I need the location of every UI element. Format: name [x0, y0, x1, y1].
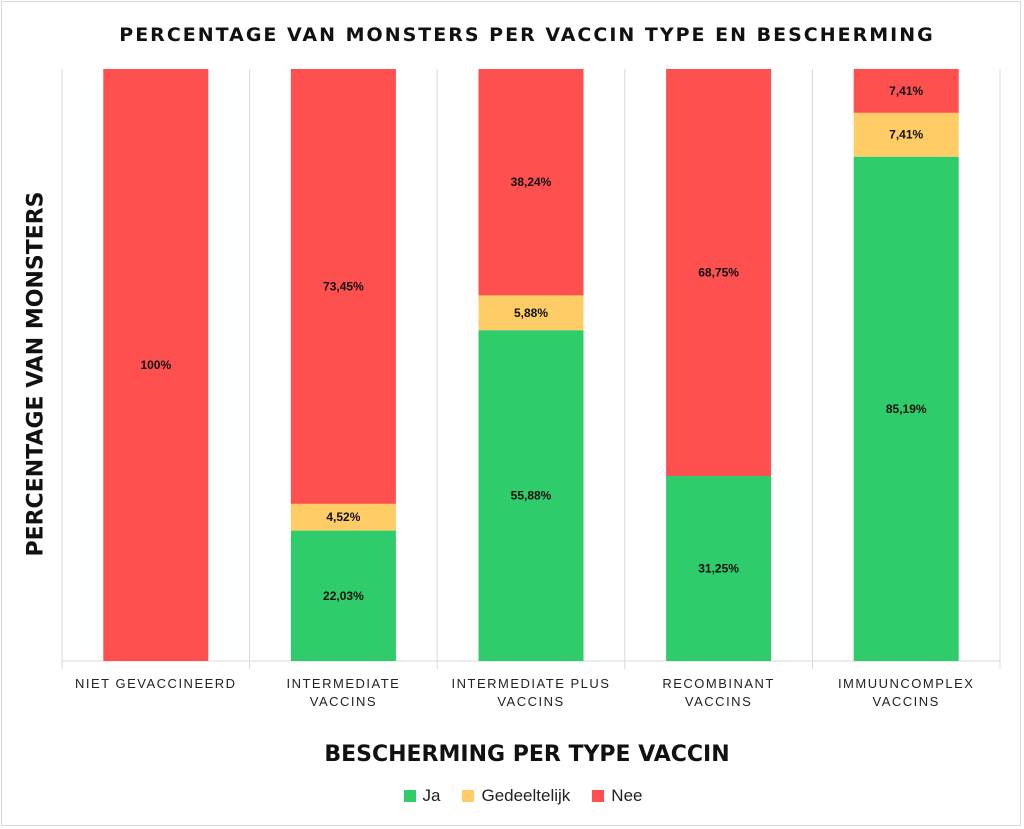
x-tick-label: INTERMEDIATE [286, 676, 400, 691]
data-label: 22,03% [323, 589, 364, 603]
x-tick-label: VACCINS [873, 694, 940, 709]
bar-segment-nee [853, 68, 959, 113]
data-label: 31,25% [698, 562, 739, 576]
bar-segment-nee [478, 69, 584, 296]
legend-item-nee: Nee [592, 786, 642, 806]
bar-segment-ja [666, 476, 772, 661]
data-label: 38,24% [511, 175, 552, 189]
chart-title: PERCENTAGE VAN MONSTERS PER VACCIN TYPE … [119, 24, 935, 46]
data-label: 5,88% [514, 306, 548, 320]
legend-label-nee: Nee [611, 786, 643, 805]
data-label: 4,52% [326, 510, 360, 524]
legend-label-gedeeltelijk: Gedeeltelijk [481, 786, 571, 805]
legend-item-ja: Ja [403, 786, 441, 806]
data-label: 68,75% [698, 266, 739, 280]
legend: Ja Gedeeltelijk Nee [0, 786, 1024, 806]
data-label: 100% [140, 358, 171, 372]
bar-segment-gedeeltelijk [290, 503, 396, 531]
x-tick-label: IMMUUNCOMPLEX [838, 676, 975, 691]
bar-segment-nee [666, 69, 772, 476]
legend-swatch-nee [592, 790, 605, 802]
bar-segment-gedeeltelijk [478, 295, 584, 331]
x-tick-label: VACCINS [310, 694, 377, 709]
x-tick-label: VACCINS [497, 694, 564, 709]
bar-segment-ja [853, 156, 959, 661]
data-label: 55,88% [511, 489, 552, 503]
data-label: 7,41% [889, 128, 923, 142]
legend-swatch-ja [403, 790, 416, 802]
legend-label-ja: Ja [422, 786, 441, 805]
x-tick-label: NIET GEVACCINEERD [75, 676, 237, 691]
bar-segment-gedeeltelijk [853, 112, 959, 157]
x-tick-label: INTERMEDIATE PLUS [452, 676, 611, 691]
x-tick-label: VACCINS [685, 694, 752, 709]
bar-segment-nee [103, 69, 209, 661]
x-tick-label: RECOMBINANT [662, 676, 775, 691]
legend-swatch-gedeeltelijk [462, 790, 475, 802]
data-label: 7,41% [889, 84, 923, 98]
x-axis-title: BESCHERMING PER TYPE VACCIN [324, 742, 730, 767]
data-label: 85,19% [886, 402, 927, 416]
bar-segment-ja [478, 330, 584, 661]
data-label: 73,45% [323, 279, 364, 293]
bar-segment-nee [290, 69, 396, 504]
bar-segment-ja [290, 530, 396, 661]
legend-item-gedeeltelijk: Gedeeltelijk [462, 786, 570, 806]
